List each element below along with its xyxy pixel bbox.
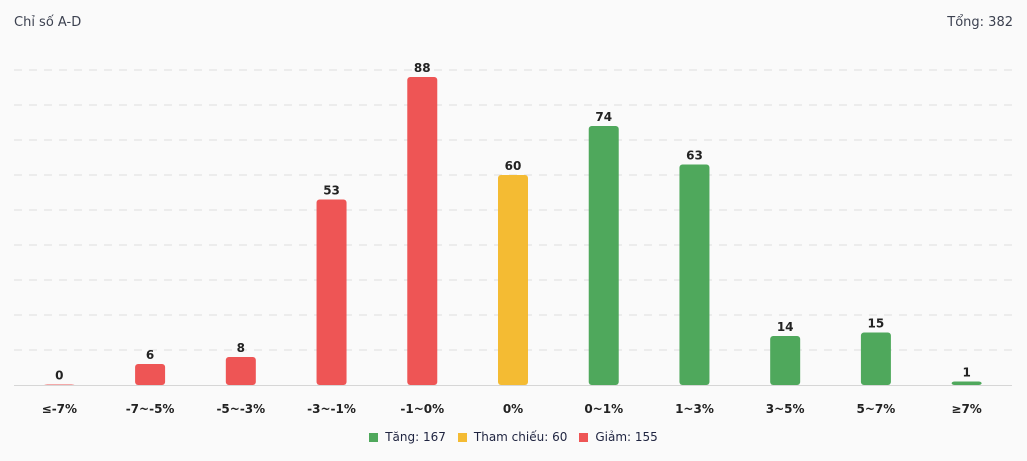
- chart-title: Chỉ số A-D: [14, 15, 82, 30]
- legend: Tăng: 167 Tham chiếu: 60 Giảm: 155: [0, 430, 1027, 444]
- x-tick-label: 3~5%: [766, 402, 805, 416]
- data-label: 74: [595, 110, 612, 124]
- data-label: 8: [237, 341, 245, 355]
- legend-swatch: [579, 432, 589, 442]
- x-tick-label: 0%: [503, 402, 523, 416]
- bar: [316, 199, 347, 385]
- data-label: 1: [962, 366, 970, 380]
- data-label: 15: [868, 317, 885, 331]
- legend-label: Tăng: 167: [385, 430, 446, 444]
- x-tick-label: -5~-3%: [216, 402, 265, 416]
- data-label: 63: [686, 149, 703, 163]
- legend-item-ref[interactable]: Tham chiếu: 60: [457, 430, 568, 444]
- data-label: 6: [146, 348, 154, 362]
- legend-label: Tham chiếu: 60: [473, 430, 568, 444]
- data-label: 88: [414, 61, 431, 75]
- x-tick-label: 0~1%: [584, 402, 623, 416]
- legend-label: Giảm: 155: [595, 430, 658, 444]
- legend-swatch: [369, 432, 379, 442]
- x-tick-label: -1~0%: [400, 402, 444, 416]
- bar: [951, 381, 982, 385]
- total-count: Tổng: 382: [947, 15, 1013, 30]
- legend-swatch: [457, 432, 467, 442]
- bar: [679, 164, 710, 385]
- x-tick-label: 5~7%: [857, 402, 896, 416]
- bar: [498, 175, 528, 385]
- legend-item-down[interactable]: Giảm: 155: [579, 430, 658, 444]
- x-tick-label: ≥7%: [951, 402, 981, 416]
- bar: [588, 126, 619, 385]
- x-tick-label: ≤-7%: [42, 402, 77, 416]
- bar: [770, 336, 801, 385]
- data-label: 53: [323, 184, 340, 198]
- x-tick-label: -3~-1%: [307, 402, 356, 416]
- bar: [407, 77, 438, 385]
- legend-item-up[interactable]: Tăng: 167: [369, 430, 446, 444]
- data-label: 0: [55, 369, 63, 383]
- bar: [860, 332, 891, 385]
- bar: [135, 364, 166, 385]
- bar: [225, 357, 256, 385]
- data-label: 60: [505, 159, 522, 173]
- bar: [44, 384, 75, 385]
- x-tick-label: -7~-5%: [126, 402, 175, 416]
- data-label: 14: [777, 320, 794, 334]
- x-tick-label: 1~3%: [675, 402, 714, 416]
